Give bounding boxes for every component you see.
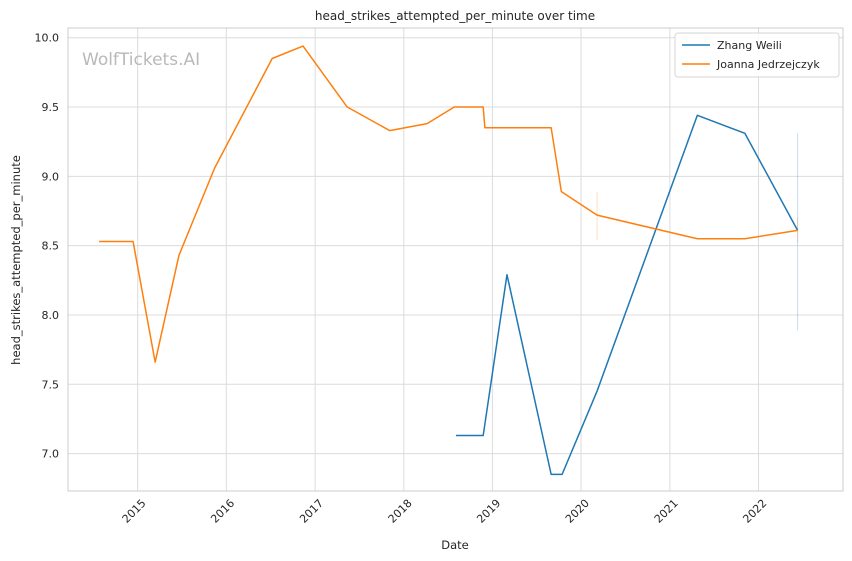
series-line-joanna-jedrzejczyk	[99, 45, 798, 363]
y-tick-label: 8.5	[42, 240, 60, 253]
legend: Zhang Weili Joanna Jedrzejczyk	[674, 32, 840, 78]
legend-label-joanna-jedrzejczyk: Joanna Jedrzejczyk	[716, 58, 820, 71]
y-tick-label: 9.0	[42, 170, 60, 183]
legend-label-zhang-weili: Zhang Weili	[717, 39, 782, 52]
y-axis-ticks: 7.0 7.5 8.0 8.5 9.0 9.5 10.0	[35, 32, 60, 461]
plot-frame	[67, 27, 844, 492]
y-tick-label: 7.0	[42, 448, 60, 461]
y-tick-label: 10.0	[35, 32, 60, 45]
watermark-text: WolfTickets.AI	[82, 50, 200, 70]
legend-box	[674, 32, 840, 78]
y-tick-label: 7.5	[42, 378, 60, 391]
series-lines	[99, 45, 799, 476]
series-line-zhang-weili	[455, 114, 799, 476]
chart-title: head_strikes_attempted_per_minute over t…	[315, 9, 595, 23]
y-axis-label: head_strikes_attempted_per_minute	[9, 155, 23, 365]
y-tick-label: 8.0	[42, 309, 60, 322]
x-axis-label: Date	[441, 538, 469, 552]
y-tick-label: 9.5	[42, 101, 60, 114]
